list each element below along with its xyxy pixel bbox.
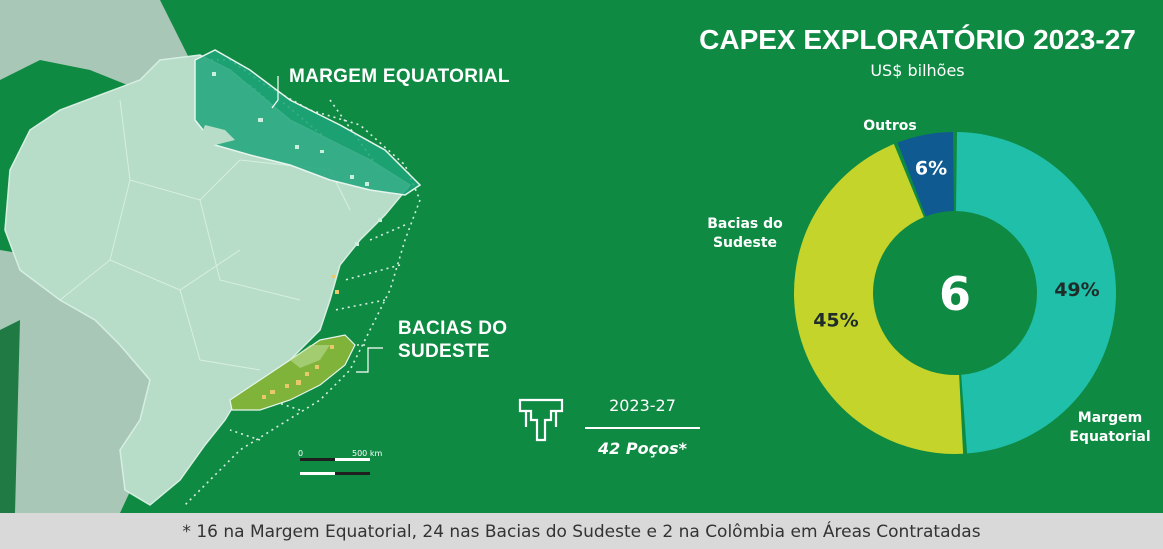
brazil-map	[0, 0, 422, 513]
bacias-sudeste-inner	[290, 345, 330, 368]
legend-bacias-sudeste: Bacias do Sudeste	[695, 215, 795, 253]
chile-strip	[0, 320, 20, 513]
legend-margem-equatorial: Margem Equatorial	[1065, 409, 1155, 447]
footer-bar: * 16 na Margem Equatorial, 24 nas Bacias…	[0, 513, 1163, 549]
scale-label-zero: 0	[298, 449, 304, 458]
legend-outros: Outros	[845, 117, 935, 136]
wells-period: 2023-27	[609, 396, 676, 415]
slice-outros	[897, 132, 954, 217]
equatorial-leader-line	[271, 76, 279, 109]
capex-donut-chart: 49% 45% 6% 6	[794, 132, 1117, 454]
legend-margem-line2: Equatorial	[1069, 429, 1151, 445]
chart-subtitle: US$ bilhões	[870, 61, 965, 80]
block-markers-equatorial	[212, 72, 382, 246]
drilling-rig-icon	[518, 398, 564, 442]
scale-bar	[300, 458, 370, 475]
scale-label-500: 500 km	[352, 449, 383, 458]
footer-note: * 16 na Margem Equatorial, 24 nas Bacias…	[182, 522, 981, 542]
legend-bacias-line1: Bacias do	[707, 216, 783, 232]
margem-equatorial-zone	[194, 49, 422, 196]
value-label-outros: 6%	[915, 157, 947, 179]
sudeste-leader-line	[356, 347, 383, 373]
infographic: MARGEM EQUATORIAL BACIAS DO SUDESTE 0 50…	[0, 0, 1155, 513]
legend-margem-line1: Margem	[1077, 410, 1143, 426]
slice-bacias-sudeste	[794, 144, 964, 454]
slice-margem-equatorial	[956, 132, 1117, 454]
label-margem-equatorial: MARGEM EQUATORIAL	[289, 66, 510, 87]
wells-count: 42 Poços*	[598, 439, 687, 458]
block-markers-sudeste	[262, 275, 339, 399]
label-bacias-sudeste-line1: BACIAS DO	[398, 318, 508, 339]
label-bacias-sudeste-line2: SUDESTE	[398, 341, 490, 362]
legend-outros-line1: Outros	[863, 118, 917, 134]
value-label-margem-equatorial: 49%	[1054, 279, 1099, 301]
value-label-bacias-sudeste: 45%	[813, 310, 858, 332]
legend-bacias-line2: Sudeste	[712, 235, 778, 251]
equatorial-islands	[200, 125, 235, 145]
wells-divider	[585, 427, 700, 429]
chart-title: CAPEX EXPLORATÓRIO 2023-27	[699, 24, 1136, 55]
donut-center-value: 6	[939, 267, 971, 321]
